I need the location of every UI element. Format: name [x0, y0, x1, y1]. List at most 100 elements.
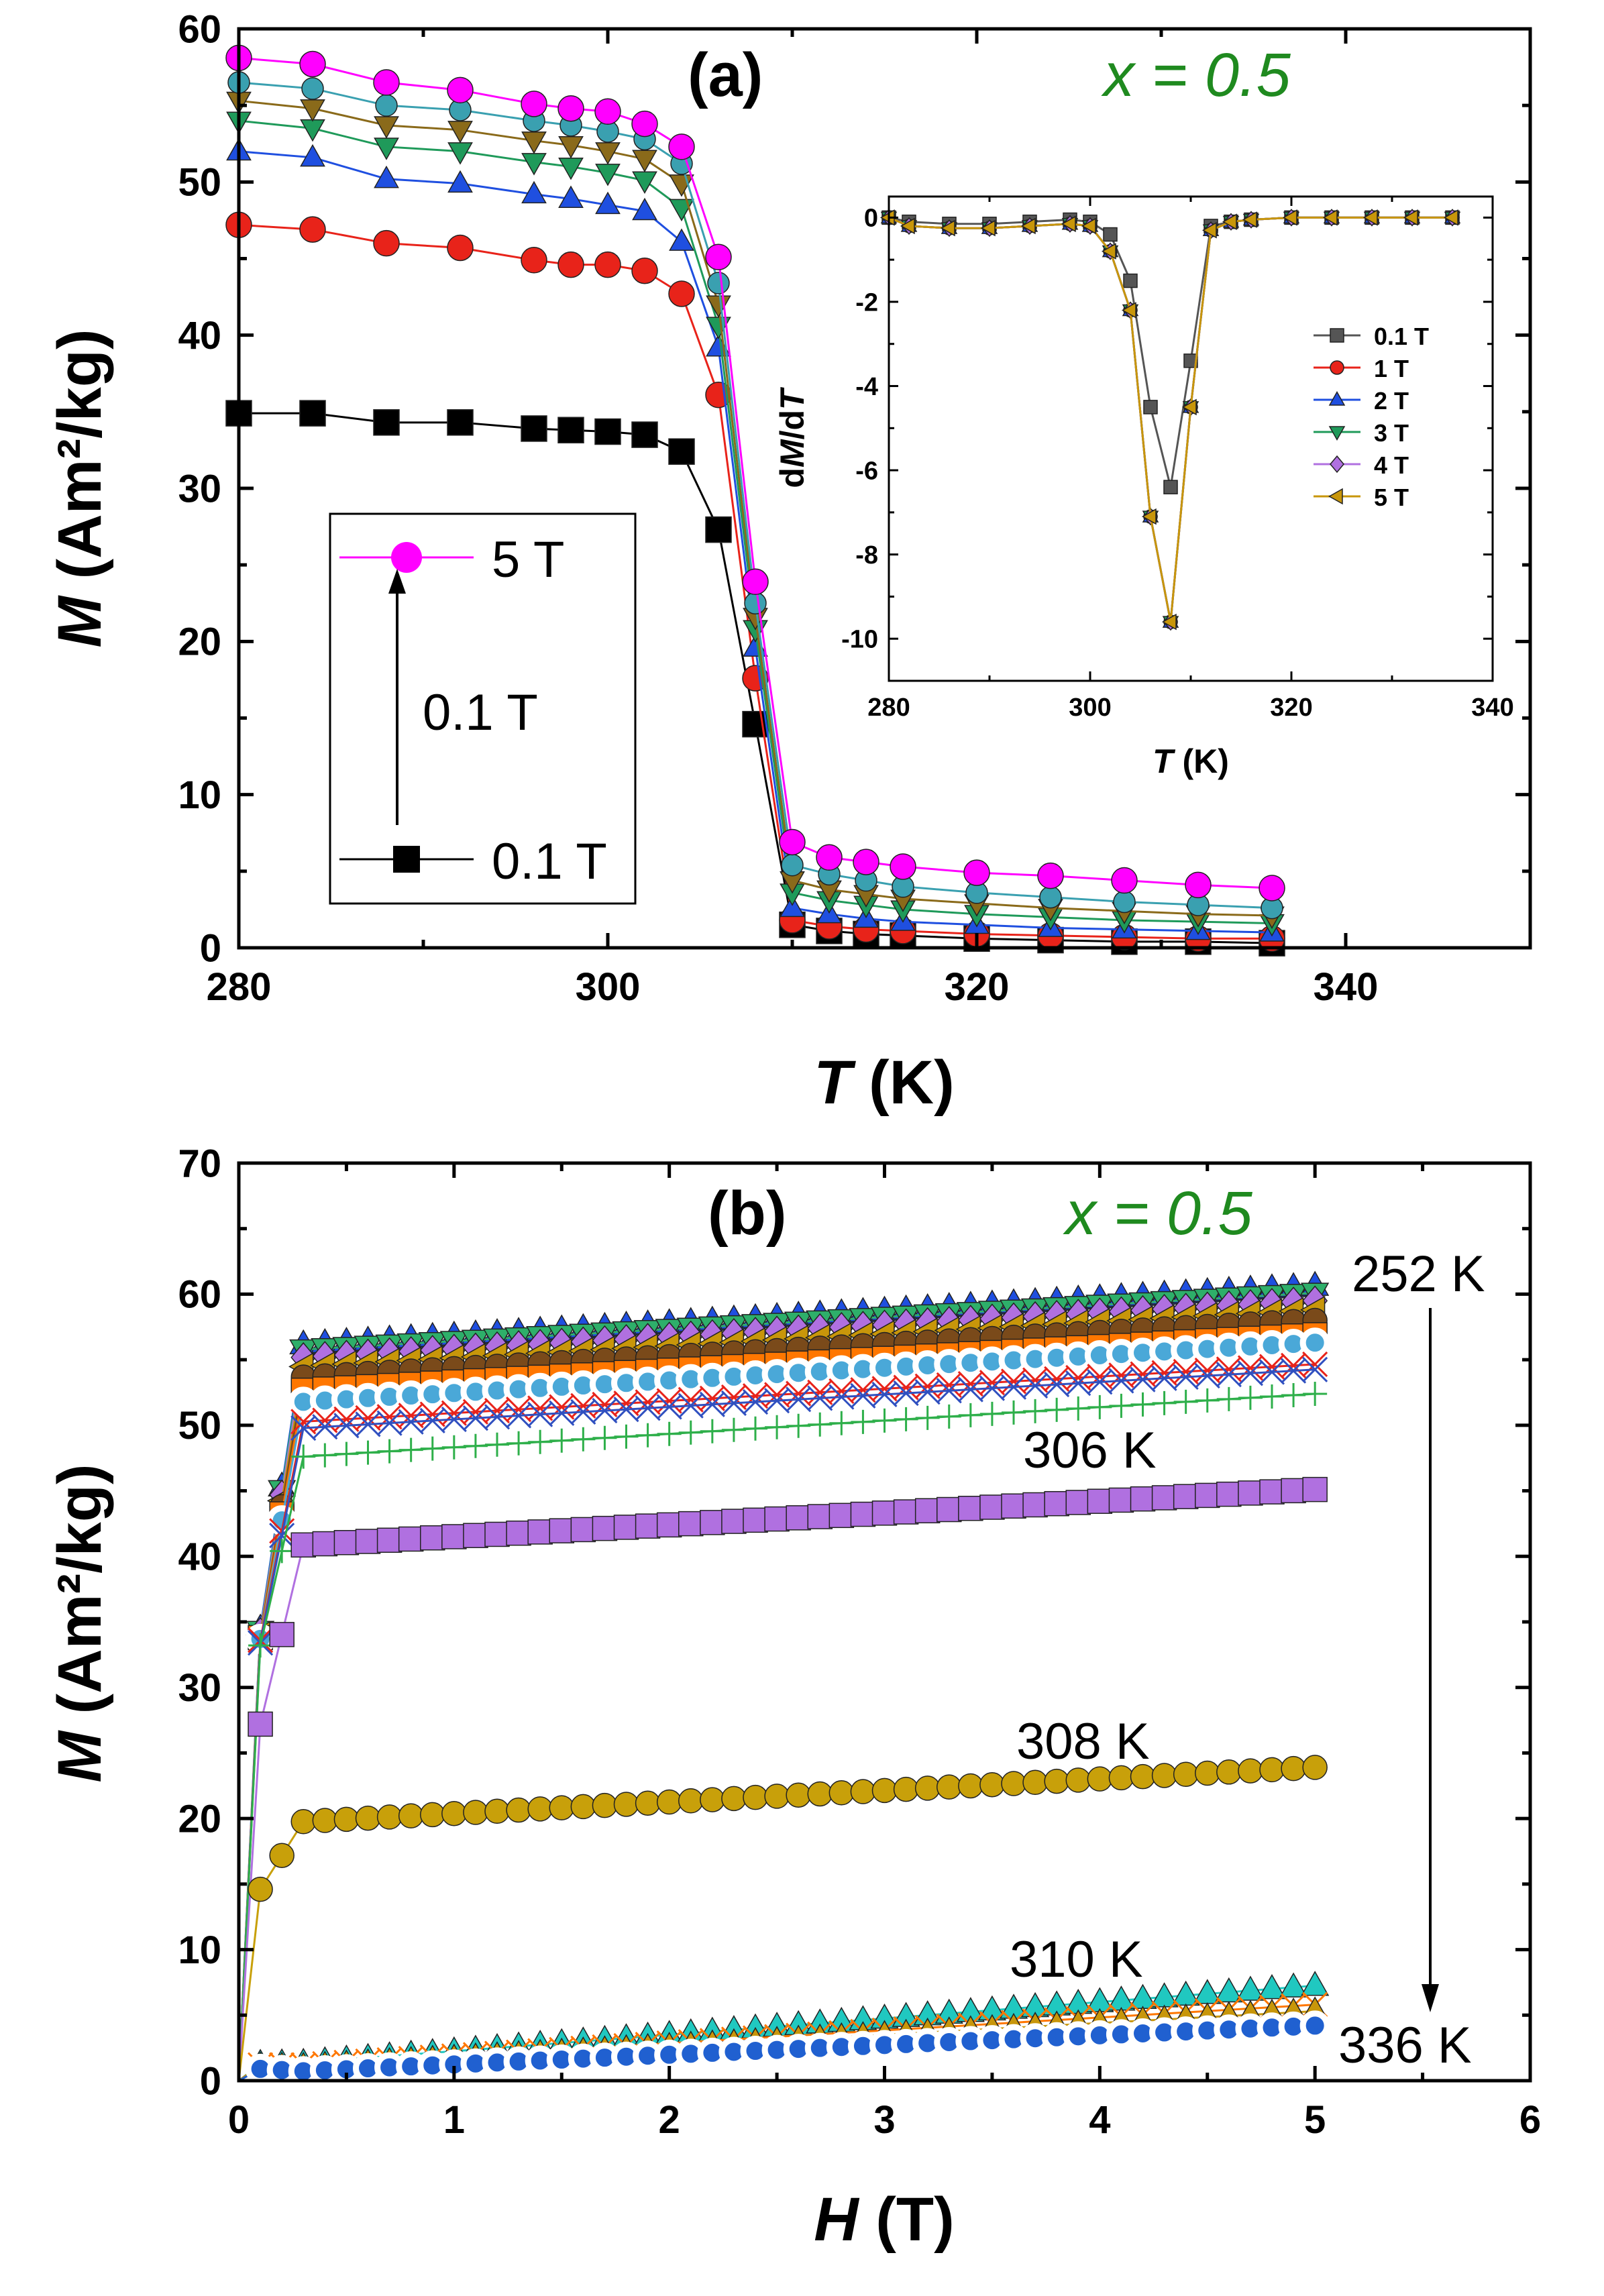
data-point [419, 1407, 445, 1433]
data-point [312, 1414, 338, 1440]
x-tick-label: 320 [945, 965, 1010, 1009]
data-point [957, 1376, 983, 1403]
data-point [1238, 1758, 1263, 1784]
inset-legend-label: 0.1 T [1374, 323, 1429, 350]
panel-b-composition: x = 0.5 [1063, 1179, 1253, 1248]
data-point [595, 191, 621, 215]
data-point [613, 1792, 639, 1817]
data-point [269, 1622, 295, 1647]
data-point [1087, 1395, 1112, 1419]
panel-b-xlabel: H (T) [814, 2185, 954, 2254]
data-point [893, 1380, 919, 1407]
data-point [1195, 1388, 1220, 1413]
inset-legend-marker [1330, 455, 1344, 474]
data-point [441, 1435, 466, 1460]
data-point [333, 1406, 360, 1432]
data-point [376, 1404, 403, 1430]
inset-legend-label: 3 T [1374, 419, 1409, 447]
data-point [1259, 875, 1285, 901]
data-point [742, 1389, 769, 1415]
data-point [850, 1779, 876, 1804]
y-tick-label: -8 [855, 541, 878, 569]
data-point [558, 135, 584, 159]
data-point [1151, 1365, 1177, 1391]
inset-xlabel-symbol: T [1153, 743, 1176, 780]
data-point [376, 1410, 403, 1436]
panel-a-ylabel-symbol: M [46, 595, 114, 648]
legend-middle-label: 0.1 T [423, 684, 538, 741]
data-point [557, 251, 584, 278]
data-point [355, 1529, 381, 1554]
data-point [521, 180, 547, 204]
data-point [705, 516, 732, 543]
data-point [592, 1391, 618, 1418]
data-point [248, 1633, 273, 1658]
inset-series-5-T [879, 209, 1458, 631]
data-point [521, 415, 547, 442]
data-point [635, 1790, 661, 1816]
panel-a: 280 300 320 340 0 10 20 30 40 50 60 (a) x = 0.5 T … [46, 7, 1532, 1117]
data-point [668, 133, 695, 160]
panel-b-ylabel: M (Am²/kg) [46, 1464, 114, 1782]
inset-ylabel: dM/dT [773, 386, 811, 488]
panel-a-xlabel-unit: (K) [851, 1048, 954, 1117]
y-tick-label: 30 [178, 467, 221, 510]
data-point [269, 1523, 295, 1549]
data-point [786, 1505, 811, 1531]
inset-data-point [1201, 221, 1217, 239]
data-point [764, 1506, 790, 1532]
data-point [484, 1521, 510, 1547]
y-tick-label: 0 [864, 205, 878, 233]
x-tick-label: 3 [873, 2098, 895, 2142]
data-point [333, 1806, 360, 1833]
data-point [374, 116, 399, 139]
inset-data-point [1322, 209, 1338, 226]
data-point [979, 1494, 1005, 1520]
data-point [699, 1385, 725, 1411]
data-point [374, 165, 399, 188]
panel-b-xlabel-unit: (T) [859, 2185, 955, 2254]
inset-legend-label: 1 T [1374, 355, 1409, 382]
data-point [979, 1375, 1005, 1401]
data-point [743, 1784, 768, 1810]
data-point [1087, 1364, 1113, 1390]
data-point [557, 417, 584, 443]
data-point [1173, 1761, 1199, 1787]
data-point [979, 1370, 1005, 1396]
data-point [668, 438, 695, 465]
y-tick-label: 30 [178, 1666, 221, 1710]
data-point [484, 1798, 510, 1824]
data-point [764, 1388, 790, 1414]
data-point [786, 1782, 811, 1808]
data-point [890, 853, 916, 880]
data-point [485, 1432, 509, 1457]
data-point [463, 1800, 488, 1825]
data-point [506, 1403, 532, 1429]
data-point [1151, 1763, 1177, 1788]
y-tick-label: 10 [178, 773, 221, 817]
inset-data-point [980, 219, 996, 237]
panel-a-ylabel-unit: (Am²/kg) [46, 329, 114, 596]
inset-legend-marker [1328, 426, 1346, 441]
data-point [937, 1774, 962, 1800]
data-point [1279, 1972, 1308, 1998]
inset-data-point [1242, 211, 1257, 228]
data-point [521, 91, 547, 117]
panel-b-series [237, 1270, 1330, 2087]
panel-a-series [225, 44, 1285, 956]
inset-legend-label: 2 T [1374, 387, 1409, 415]
data-point [958, 1773, 983, 1799]
data-point [871, 1381, 898, 1407]
inset-ylabel-d1: d [773, 468, 811, 488]
data-point [506, 1797, 531, 1823]
data-point [871, 1778, 898, 1804]
data-point [894, 1407, 918, 1431]
data-point [1087, 1766, 1113, 1792]
temperature-arrow-head [1422, 1984, 1439, 2012]
panel-a-composition: x = 0.5 [1101, 41, 1291, 109]
data-point [592, 1792, 618, 1818]
data-point [631, 110, 658, 138]
inset-xlabel-unit: (K) [1173, 743, 1229, 780]
data-point [549, 1795, 574, 1820]
